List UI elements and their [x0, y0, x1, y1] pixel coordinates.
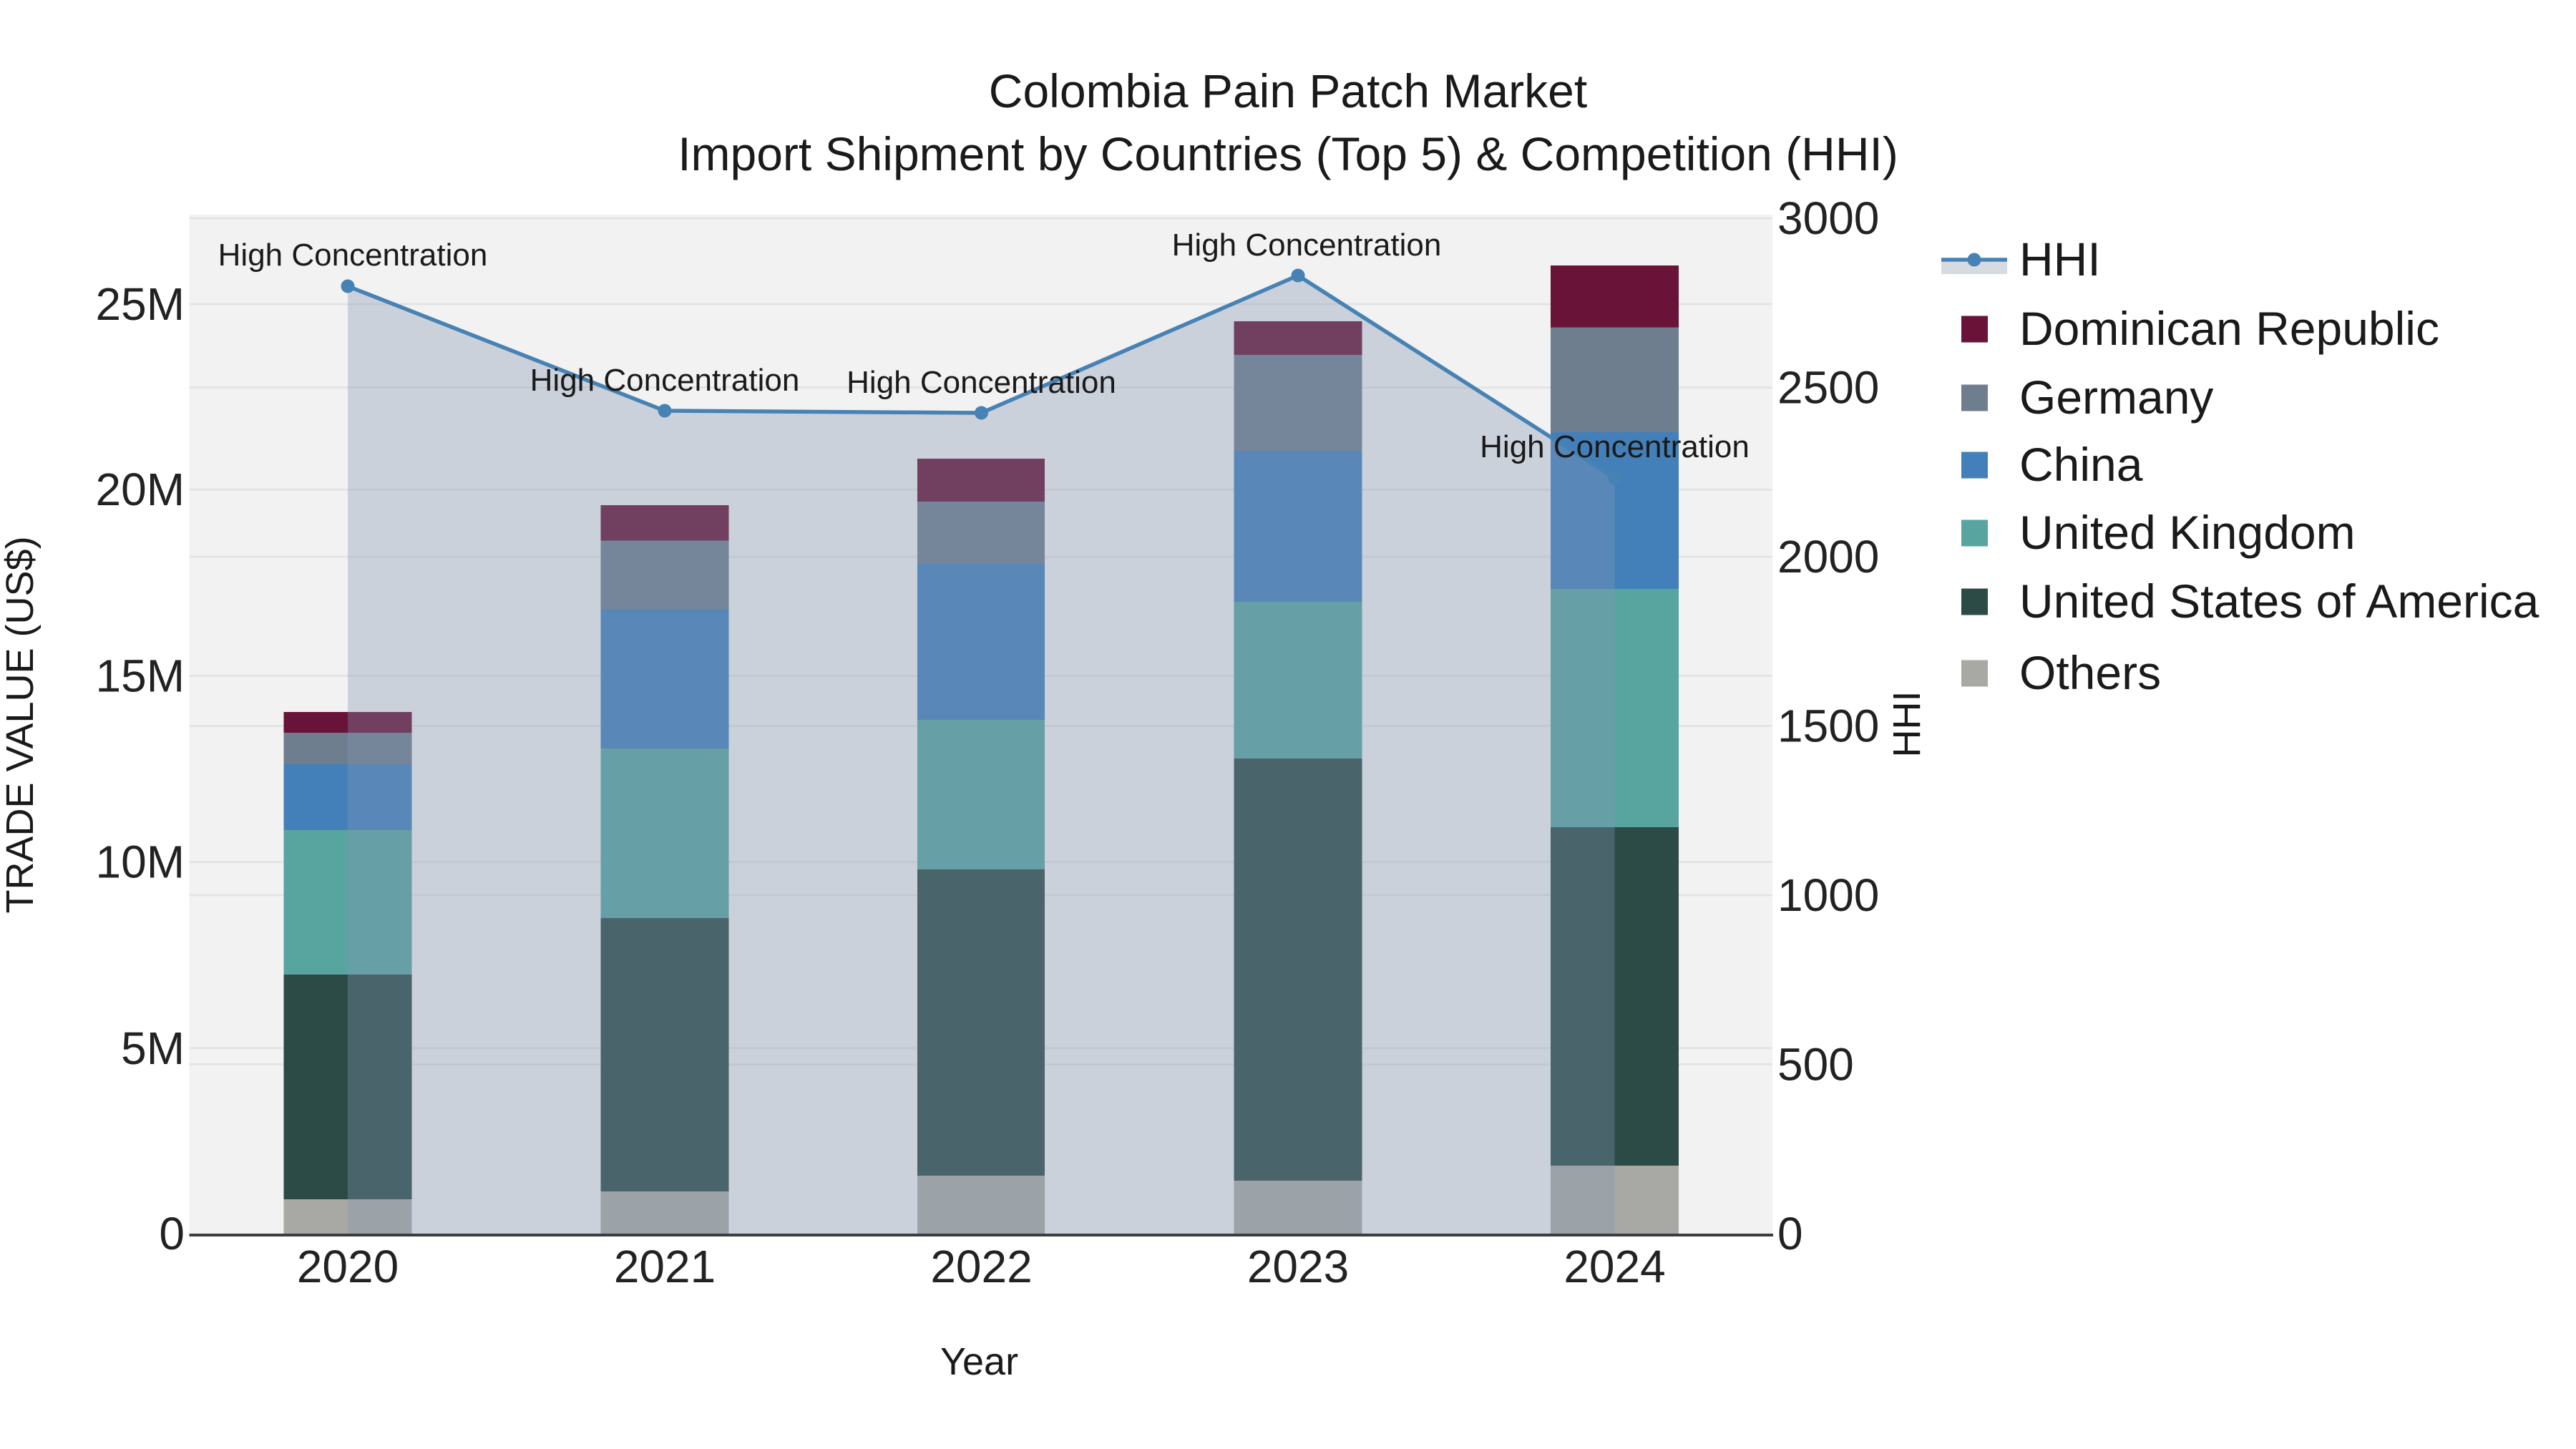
- svg-text:TRADE VALUE (US$): TRADE VALUE (US$): [0, 536, 42, 913]
- svg-text:2022: 2022: [930, 1241, 1032, 1292]
- svg-text:10M: 10M: [96, 836, 185, 888]
- svg-text:2500: 2500: [1777, 362, 1879, 414]
- svg-text:2020: 2020: [297, 1241, 399, 1292]
- svg-text:Import Shipment by Countries (: Import Shipment by Countries (Top 5) & C…: [678, 127, 1898, 180]
- svg-text:0: 0: [1777, 1208, 1803, 1259]
- svg-text:1500: 1500: [1777, 701, 1879, 752]
- svg-text:High Concentration: High Concentration: [1172, 228, 1442, 263]
- svg-text:500: 500: [1777, 1039, 1854, 1091]
- svg-text:HHI: HHI: [1885, 691, 1928, 758]
- svg-text:15M: 15M: [96, 650, 185, 701]
- svg-text:High Concentration: High Concentration: [1480, 429, 1750, 464]
- svg-text:2021: 2021: [614, 1241, 716, 1292]
- svg-text:Dominican Republic: Dominican Republic: [2019, 302, 2439, 355]
- svg-text:2024: 2024: [1563, 1241, 1665, 1292]
- svg-text:1000: 1000: [1777, 869, 1879, 921]
- svg-text:Germany: Germany: [2019, 371, 2213, 424]
- svg-text:5M: 5M: [121, 1023, 185, 1074]
- svg-text:25M: 25M: [96, 278, 185, 330]
- svg-text:0: 0: [159, 1208, 185, 1259]
- svg-text:2000: 2000: [1777, 531, 1879, 582]
- svg-text:China: China: [2019, 438, 2143, 491]
- svg-text:3000: 3000: [1777, 192, 1879, 244]
- svg-text:Others: Others: [2019, 646, 2161, 699]
- svg-text:High Concentration: High Concentration: [530, 363, 800, 398]
- svg-text:High Concentration: High Concentration: [847, 365, 1116, 400]
- svg-text:Colombia Pain Patch Market: Colombia Pain Patch Market: [989, 64, 1587, 117]
- svg-text:20M: 20M: [96, 464, 185, 515]
- svg-text:HHI: HHI: [2019, 233, 2101, 286]
- svg-text:Year: Year: [940, 1340, 1018, 1383]
- svg-text:United Kingdom: United Kingdom: [2019, 506, 2356, 559]
- svg-text:2023: 2023: [1247, 1241, 1349, 1292]
- svg-text:United States of America: United States of America: [2019, 575, 2540, 628]
- svg-text:High Concentration: High Concentration: [218, 238, 488, 273]
